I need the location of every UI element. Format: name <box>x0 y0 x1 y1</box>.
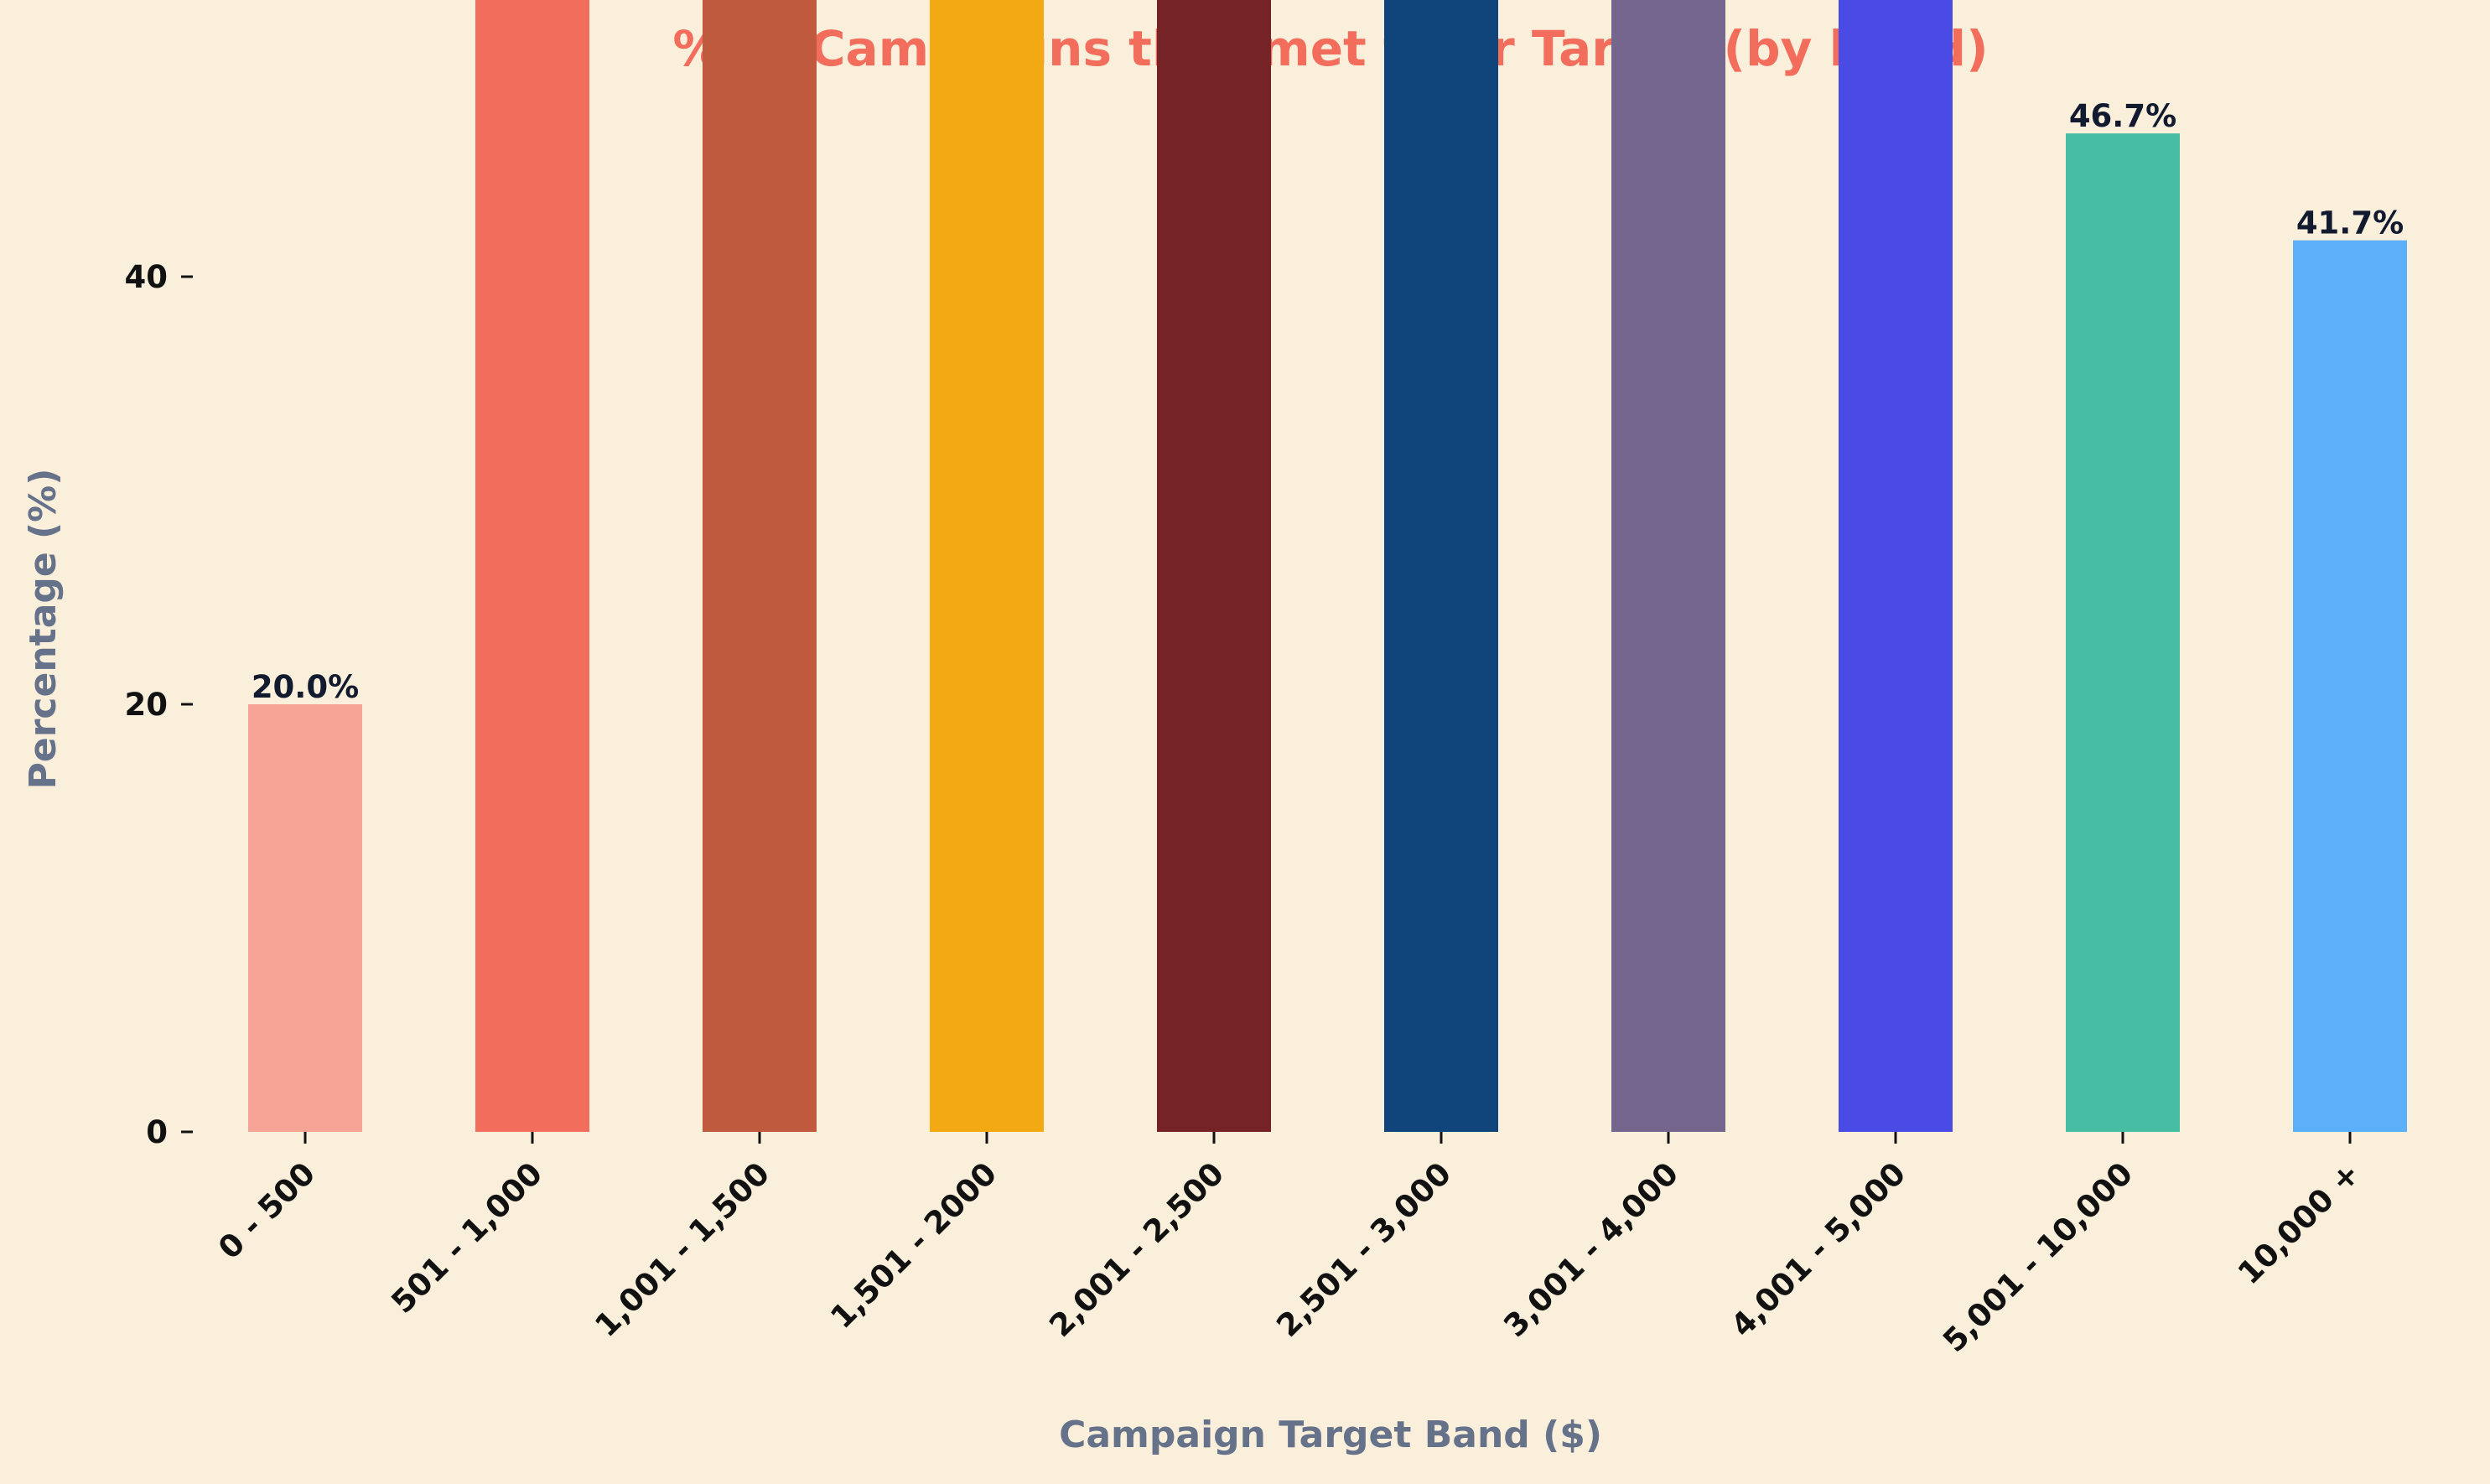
x-tick-label: 1,001 - 1,500 <box>588 1155 776 1344</box>
x-tick-label: 0 - 500 <box>211 1155 322 1266</box>
x-tick-label: 2,501 - 3,000 <box>1269 1155 1458 1344</box>
y-axis: 020406080 <box>125 259 193 1150</box>
x-tick-label: 501 - 1,000 <box>385 1155 550 1321</box>
chart-title: % of Campaigns that met their Target (by… <box>672 20 1988 77</box>
y-tick-label: 0 <box>146 1114 168 1150</box>
y-tick-label: 20 <box>125 687 169 723</box>
y-tick-label: 40 <box>125 259 169 295</box>
x-tick-label: 1,501 - 2000 <box>823 1155 1004 1336</box>
bar <box>1839 0 1953 1132</box>
x-tick-label: 10,000 + <box>2231 1155 2367 1291</box>
bar <box>930 0 1044 1133</box>
bar <box>475 0 589 1133</box>
data-label: 46.7% <box>2069 98 2176 134</box>
bar <box>703 0 817 1132</box>
y-axis-label: Percentage (%) <box>22 469 65 790</box>
bars <box>248 0 2407 1133</box>
x-tick-label: 3,001 - 4,000 <box>1497 1155 1685 1344</box>
x-axis: 0 - 500 501 - 1,000 1,001 - 1,500 1,501 - 2… <box>211 1132 2367 1359</box>
x-tick-label: 2,001 - 2,500 <box>1042 1155 1231 1344</box>
bar <box>1611 0 1725 1133</box>
data-label: 41.7% <box>2296 205 2404 241</box>
bar <box>1384 0 1498 1133</box>
data-label: 20.0% <box>252 669 359 705</box>
x-axis-label: Campaign Target Band ($) <box>1059 1414 1602 1456</box>
bar <box>1157 0 1271 1133</box>
bar <box>248 704 362 1132</box>
x-tick-label: 5,001 - 10,000 <box>1936 1155 2140 1359</box>
data-labels: 20.0%62.1%76.0%70.8%60.6%89.7%84.6%75.0%… <box>252 98 2404 705</box>
bar <box>2066 133 2180 1132</box>
bar <box>2293 240 2407 1132</box>
x-tick-label: 4,001 - 5,000 <box>1724 1155 1912 1344</box>
